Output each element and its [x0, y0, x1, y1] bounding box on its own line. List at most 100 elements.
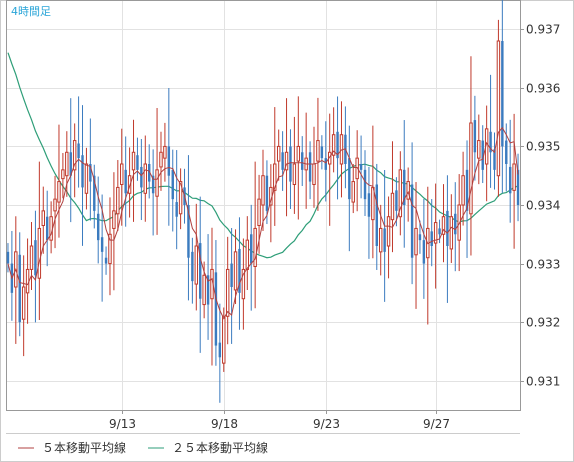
- candle: [171, 149, 174, 232]
- candle-body-down: [171, 169, 174, 200]
- candle-body-up: [61, 169, 65, 180]
- candle: [433, 183, 438, 289]
- candle: [159, 131, 163, 191]
- candle-body-down: [34, 240, 37, 276]
- candle-body-up: [29, 245, 34, 270]
- candle: [199, 196, 202, 353]
- ma5-line: [7, 126, 519, 320]
- candle-body-down: [359, 164, 363, 170]
- candle: [61, 152, 65, 199]
- candle: [359, 135, 363, 199]
- candle-body-up: [512, 163, 516, 191]
- timeframe-label: 4時間足: [11, 5, 51, 18]
- candle-body-up: [433, 222, 438, 244]
- candle-body-down: [206, 275, 210, 305]
- candle: [77, 96, 80, 188]
- y-tick-label: 0.935: [526, 140, 560, 154]
- ma25-line: [7, 52, 519, 259]
- candle: [501, 0, 504, 193]
- candle-body-down: [508, 166, 512, 194]
- candle-body-down: [218, 342, 222, 358]
- candle-body-down: [147, 164, 151, 182]
- candle: [367, 166, 371, 259]
- candle-body-up: [284, 151, 289, 171]
- candle-body-up: [351, 181, 355, 203]
- candle-body-up: [257, 198, 261, 226]
- candle-body-down: [93, 175, 96, 211]
- candle-body-up: [155, 169, 159, 197]
- candle: [477, 114, 481, 185]
- candle: [454, 182, 457, 272]
- candle-body-up: [378, 227, 383, 253]
- candle-body-up: [449, 216, 454, 250]
- candle: [418, 220, 422, 254]
- candle: [301, 136, 304, 187]
- candle: [383, 170, 386, 302]
- candle: [469, 56, 473, 256]
- candle: [481, 125, 484, 184]
- candle: [284, 98, 289, 217]
- candle-body-up: [53, 198, 57, 212]
- candle-body-up: [331, 134, 336, 156]
- candle: [276, 129, 281, 181]
- candle-body-down: [18, 254, 21, 323]
- candle-body-down: [367, 193, 371, 217]
- candle-body-up: [276, 145, 281, 162]
- candle: [53, 175, 57, 249]
- candle: [390, 141, 395, 253]
- candle-body-down: [454, 213, 457, 235]
- candle-body-up: [296, 145, 301, 162]
- candle-body-down: [199, 243, 202, 299]
- grid-lines: [6, 0, 520, 410]
- candle: [241, 238, 246, 330]
- candle-body-up: [84, 163, 89, 194]
- x-tick-label: 9/23: [313, 417, 340, 431]
- candle-body-up: [108, 233, 112, 265]
- candle: [281, 131, 284, 191]
- candle: [112, 172, 116, 291]
- candle: [187, 155, 190, 301]
- candle-body-down: [446, 210, 449, 246]
- candle-body-down: [505, 140, 508, 164]
- candle-body-up: [194, 245, 199, 285]
- candle-body-up: [21, 286, 26, 320]
- candle: [446, 175, 449, 303]
- candle-body-down: [403, 169, 406, 205]
- candle-body-down: [336, 131, 339, 159]
- candle: [6, 243, 10, 273]
- candle: [104, 246, 108, 275]
- candle: [289, 129, 292, 209]
- y-tick-label: 0.932: [526, 316, 560, 330]
- candle: [89, 118, 92, 221]
- candle: [250, 204, 253, 311]
- candle: [21, 255, 26, 357]
- candle-body-up: [37, 227, 42, 279]
- candle: [233, 229, 238, 304]
- candle-body-down: [289, 146, 292, 182]
- candle: [131, 119, 136, 222]
- candle-body-down: [96, 213, 100, 241]
- candle-body-down: [77, 143, 80, 159]
- candle-body-up: [316, 140, 320, 162]
- candle-body-down: [489, 131, 492, 153]
- candle: [465, 140, 469, 258]
- y-axis: 0.931 0.932 0.933 0.934 0.935 0.936 0.937: [520, 23, 560, 389]
- candle-body-down: [151, 175, 155, 194]
- candle-body-up: [461, 175, 465, 206]
- y-tick-label: 0.936: [526, 82, 560, 96]
- candle: [316, 97, 320, 211]
- candle: [422, 198, 426, 299]
- candle: [127, 147, 132, 218]
- candle-body-up: [178, 181, 183, 215]
- candle: [191, 237, 194, 304]
- candle-body-down: [383, 228, 386, 252]
- candle: [398, 151, 403, 236]
- candle-body-up: [57, 181, 61, 203]
- candle-body-down: [167, 146, 171, 176]
- candle-body-up: [131, 151, 136, 171]
- candle: [292, 116, 297, 214]
- y-tick-label: 0.931: [526, 375, 560, 389]
- candle: [273, 107, 277, 226]
- candle-body-down: [214, 272, 218, 346]
- candle: [140, 138, 143, 221]
